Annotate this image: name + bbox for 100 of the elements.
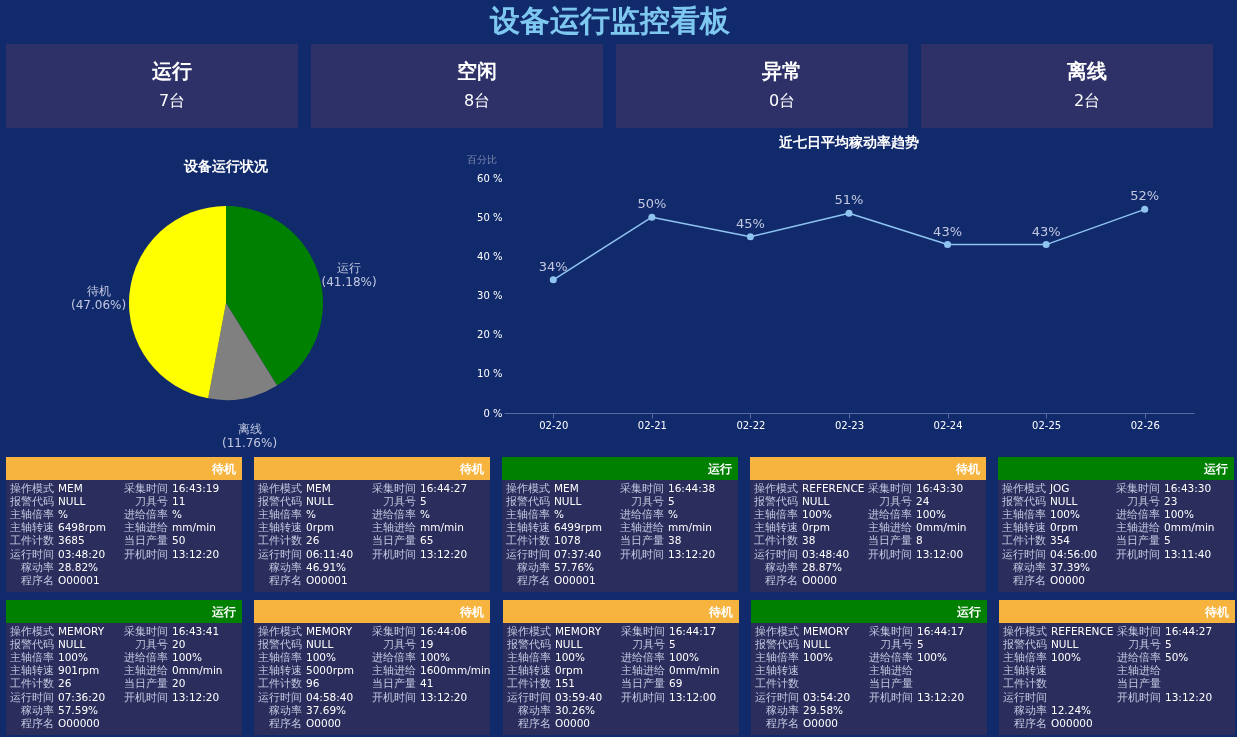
text: 03:59:40 [555, 690, 603, 703]
text: 主轴转速 [10, 664, 54, 677]
text: 16:44:27 [420, 482, 468, 494]
text: 开机时间 [1116, 547, 1160, 560]
chart-title: 近七日平均稼动率趋势 [778, 134, 919, 150]
text: MEMORY [803, 625, 850, 637]
text: 7台 [158, 91, 186, 110]
text: 5 [1165, 638, 1172, 651]
text: 04:56:00 [1050, 547, 1098, 560]
text: 100% [802, 508, 833, 521]
text: 52% [1130, 188, 1160, 204]
text: 开机时间 [372, 547, 416, 560]
text: 工件计数 [755, 677, 799, 690]
text: 69 [669, 677, 683, 690]
text: 6498rpm [58, 521, 106, 534]
text: MEMORY [555, 625, 602, 637]
point [549, 276, 557, 284]
text: 6499rpm [554, 521, 602, 534]
text: 2台 [1073, 91, 1101, 110]
text: 100% [803, 651, 834, 664]
text: 采集时间 [1116, 482, 1160, 494]
text: 主轴倍率 [258, 651, 302, 664]
text: 100% [172, 651, 203, 664]
text: 07:36:20 [58, 690, 106, 703]
text: 进给倍率 [372, 651, 416, 664]
text: 100% [420, 651, 451, 664]
text: 报警代码 [257, 495, 302, 508]
text: 主轴转速 [754, 521, 798, 534]
text: 刀具号 [880, 638, 913, 651]
text: 采集时间 [1117, 625, 1161, 637]
point [1141, 205, 1149, 213]
x-tick-label: 02-21 [637, 419, 667, 431]
text: 主轴倍率 [10, 508, 54, 521]
text: NULL [306, 495, 334, 508]
text: 开机时间 [621, 690, 665, 703]
text: 16:43:30 [916, 482, 964, 494]
text: 100% [1051, 651, 1082, 664]
text: 操作模式 [258, 625, 302, 637]
text: 报警代码 [753, 495, 798, 508]
text: % [420, 508, 430, 521]
text: 主轴进给 [869, 664, 913, 677]
text: 100% [917, 651, 948, 664]
text: 0mm/min [1164, 521, 1215, 534]
text: 主轴倍率 [755, 651, 799, 664]
text: 刀具号 [135, 495, 168, 508]
text: % [306, 508, 316, 521]
text: 24 [916, 495, 930, 508]
text: 当日产量 [124, 534, 168, 547]
text: 主轴进给 [1117, 664, 1161, 677]
text: 采集时间 [372, 625, 416, 637]
text: 50 [172, 534, 186, 547]
text: 刀具号 [383, 638, 416, 651]
y-tick-label: 40 % [477, 250, 503, 262]
text: 8台 [463, 91, 491, 110]
text: 进给倍率 [124, 651, 168, 664]
text: 当日产量 [1117, 677, 1161, 690]
text: 稼动率 [1013, 560, 1046, 573]
text: 开机时间 [1117, 690, 1161, 703]
text: 主轴进给 [124, 664, 168, 677]
text: NULL [306, 638, 334, 651]
text: 稼动率 [1014, 703, 1047, 716]
text: 报警代码 [9, 495, 54, 508]
text: 主轴转速 [755, 664, 799, 677]
x-tick-label: 02-24 [933, 419, 963, 431]
text: 37.39% [1050, 560, 1091, 573]
point [1042, 241, 1050, 249]
text: NULL [58, 495, 86, 508]
text: 07:37:40 [554, 547, 602, 560]
text: 运行时间 [10, 690, 54, 703]
text: 稼动率 [21, 703, 54, 716]
text: 主轴转速 [1003, 664, 1047, 677]
text: 工件计数 [507, 677, 551, 690]
text: 16:44:06 [420, 625, 468, 637]
y-tick-label: 0 % [483, 407, 503, 419]
text: 51% [834, 192, 864, 208]
category-label: 异常 [761, 59, 802, 83]
text: 38 [802, 534, 816, 547]
text: MEM [306, 482, 331, 494]
text: 稼动率 [269, 560, 302, 573]
text: 工件计数 [258, 534, 302, 547]
text: 主轴倍率 [1003, 651, 1047, 664]
text: 主轴倍率 [1002, 508, 1046, 521]
text: JOG [1049, 482, 1070, 494]
text: 报警代码 [754, 638, 799, 651]
text: % [172, 508, 182, 521]
text: 开机时间 [124, 547, 168, 560]
text: 运行 [707, 462, 732, 476]
text: 16:44:17 [917, 625, 965, 637]
text: 354 [1050, 534, 1071, 547]
text: 进给倍率 [1117, 651, 1161, 664]
text: 运行时间 [10, 547, 54, 560]
text: 13:12:20 [1165, 690, 1213, 703]
text: 16:43:41 [172, 625, 220, 637]
y-tick-label: 60 % [477, 172, 503, 184]
text: 57.59% [58, 703, 99, 716]
text: 运行时间 [754, 547, 798, 560]
text: 当日产量 [1116, 534, 1160, 547]
text: 20 [172, 677, 186, 690]
category-label: 离线 [1066, 59, 1107, 83]
text: O00001 [58, 573, 100, 586]
